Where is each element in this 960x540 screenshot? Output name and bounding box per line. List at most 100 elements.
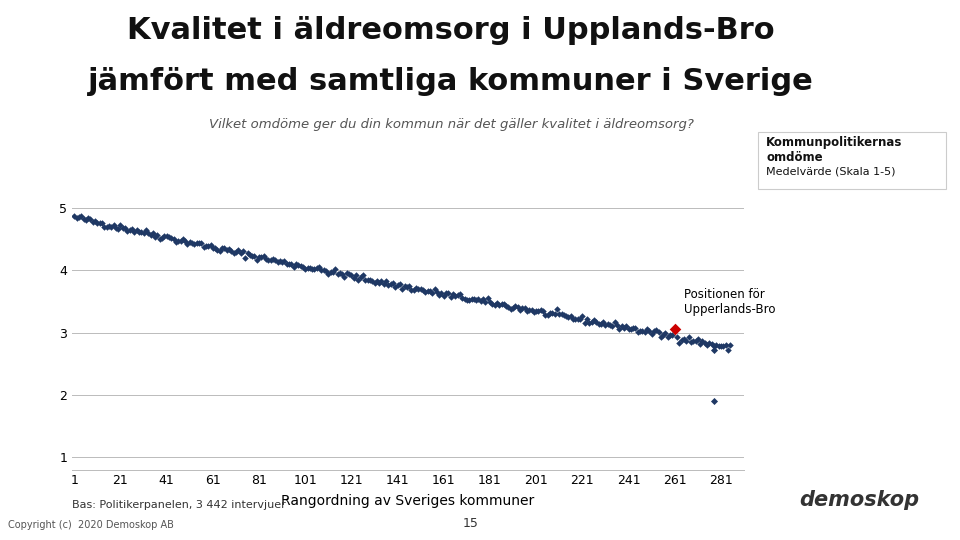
Point xyxy=(212,246,228,255)
Point xyxy=(378,276,394,285)
Point xyxy=(281,260,297,268)
Point xyxy=(339,269,354,278)
Point xyxy=(127,228,142,237)
Point xyxy=(482,298,497,306)
Point xyxy=(360,276,375,285)
Text: Copyright (c)  2020 Demoskop AB: Copyright (c) 2020 Demoskop AB xyxy=(8,520,174,530)
Point xyxy=(473,296,489,305)
Point xyxy=(316,266,331,274)
Point xyxy=(132,228,147,237)
Point xyxy=(593,320,609,328)
Point xyxy=(300,264,315,272)
Point xyxy=(505,303,520,312)
Point xyxy=(582,319,597,328)
Point xyxy=(674,335,689,344)
Point xyxy=(492,300,507,309)
Point xyxy=(159,232,175,240)
Point xyxy=(136,229,152,238)
Point xyxy=(302,264,318,273)
Point xyxy=(85,218,101,226)
Point xyxy=(704,340,719,348)
Point xyxy=(406,286,421,295)
Point xyxy=(205,244,221,252)
Point xyxy=(395,284,410,293)
Point xyxy=(385,279,400,287)
Point xyxy=(148,232,163,241)
Point xyxy=(529,306,544,315)
Point xyxy=(373,277,389,286)
Point xyxy=(353,273,369,281)
Point xyxy=(355,271,371,279)
Point xyxy=(516,304,532,313)
Point xyxy=(252,253,267,262)
Point xyxy=(311,262,326,271)
Point xyxy=(595,318,611,327)
Point xyxy=(455,294,470,302)
Point xyxy=(76,215,91,224)
Point xyxy=(607,318,622,327)
Point xyxy=(396,282,412,291)
Point xyxy=(381,280,396,289)
Point xyxy=(559,311,574,320)
Point xyxy=(104,222,119,231)
Point xyxy=(720,345,735,354)
Point xyxy=(370,276,385,285)
Point xyxy=(191,238,206,247)
Point xyxy=(524,306,540,314)
Point xyxy=(272,256,287,265)
Point xyxy=(424,289,440,298)
Point xyxy=(715,341,731,350)
Point xyxy=(344,271,359,279)
Point xyxy=(515,304,530,313)
Text: demoskop: demoskop xyxy=(799,490,920,510)
Point xyxy=(217,244,232,252)
Point xyxy=(630,327,645,336)
Point xyxy=(628,323,643,332)
Point xyxy=(138,226,154,234)
Point xyxy=(616,324,632,333)
Point xyxy=(219,246,234,255)
Point xyxy=(676,335,691,343)
Point xyxy=(672,339,687,347)
Point xyxy=(475,295,491,303)
Point xyxy=(707,397,722,406)
Point xyxy=(304,265,320,274)
Point xyxy=(600,320,615,328)
Point xyxy=(115,224,131,232)
Point xyxy=(268,255,283,264)
Point xyxy=(383,280,398,289)
Point xyxy=(493,299,509,308)
Point xyxy=(637,328,653,336)
Point xyxy=(399,282,415,291)
Point xyxy=(679,337,694,346)
Text: Kvalitet i äldreomsorg i Upplands-Bro: Kvalitet i äldreomsorg i Upplands-Bro xyxy=(128,16,775,45)
Point xyxy=(584,318,599,326)
Point xyxy=(459,295,474,304)
Point xyxy=(470,295,486,303)
Point xyxy=(279,260,295,268)
Point xyxy=(519,306,535,315)
Point xyxy=(621,325,636,334)
Text: Vilket omdöme ger du din kommun när det gäller kvalitet i äldreomsorg?: Vilket omdöme ger du din kommun när det … xyxy=(208,118,694,131)
Point xyxy=(718,340,733,349)
Point xyxy=(350,275,366,284)
Point xyxy=(214,244,229,252)
Point xyxy=(723,341,738,349)
Point xyxy=(590,320,606,328)
Point xyxy=(708,341,724,349)
Point xyxy=(87,217,103,225)
Point xyxy=(319,267,334,275)
Point xyxy=(296,262,311,271)
Point xyxy=(342,270,357,279)
Point xyxy=(602,320,617,329)
Point xyxy=(69,213,84,222)
Point xyxy=(660,332,676,341)
Point xyxy=(700,341,715,349)
Point xyxy=(284,260,300,269)
Point xyxy=(635,327,650,336)
Point xyxy=(83,215,98,224)
Point xyxy=(462,296,477,305)
Point xyxy=(702,339,717,347)
Point xyxy=(365,276,380,285)
Point xyxy=(175,235,190,244)
